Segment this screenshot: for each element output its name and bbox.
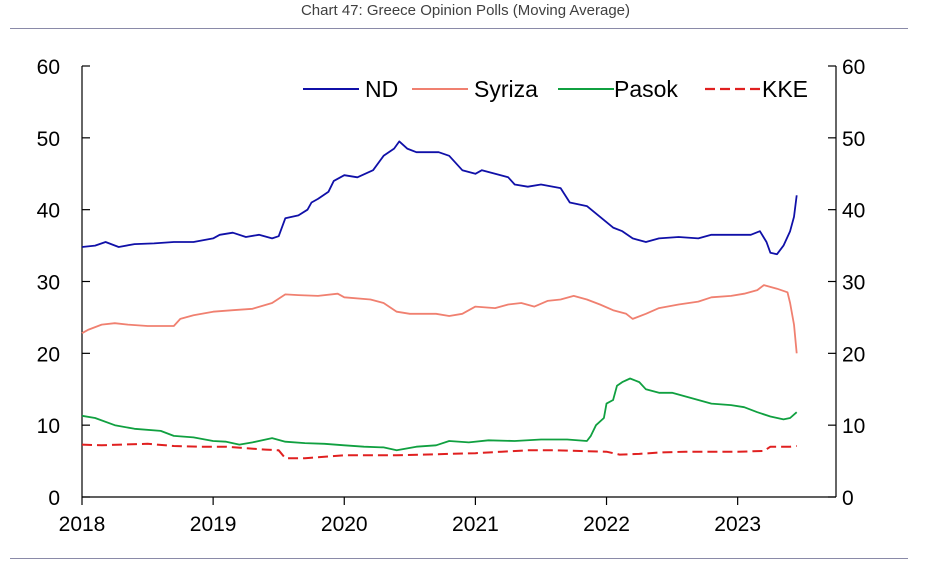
legend-label-pasok: Pasok [614,76,678,102]
y-tick-label-right: 10 [842,415,865,438]
top-rule [10,28,908,29]
y-tick-label-left: 10 [37,415,60,438]
y-tick-label-left: 0 [48,487,60,510]
legend: ND Syriza Pasok KKE [303,76,808,102]
y-tick-label-left: 20 [37,343,60,366]
x-tick-label: 2020 [321,513,368,536]
y-tick-label-right: 60 [842,56,865,79]
bottom-rule [10,558,908,559]
x-tick-label: 2023 [714,513,761,536]
y-tick-label-right: 40 [842,200,865,223]
series-line-kke [81,442,797,460]
y-tick-label-left: 30 [37,272,60,295]
legend-label-kke: KKE [762,76,808,102]
y-tick-label-left: 40 [37,200,60,223]
legend-label-nd: ND [365,76,398,102]
series-line-pasok [81,377,798,452]
series-lines [81,140,798,460]
y-tick-label-left: 60 [37,56,60,79]
series-line-nd [81,140,798,256]
x-tick-label: 2019 [190,513,237,536]
legend-label-syriza: Syriza [474,76,538,102]
y-tick-label-right: 20 [842,343,865,366]
series-line-syriza [81,284,798,354]
y-tick-label-right: 0 [842,487,854,510]
chart-title: Chart 47: Greece Opinion Polls (Moving A… [300,2,631,19]
x-tick-label: 2021 [452,513,499,536]
y-tick-label-left: 50 [37,128,60,151]
y-tick-label-right: 50 [842,128,865,151]
x-tick-label: 2018 [59,513,106,536]
y-tick-label-right: 30 [842,272,865,295]
x-tick-label: 2022 [583,513,630,536]
